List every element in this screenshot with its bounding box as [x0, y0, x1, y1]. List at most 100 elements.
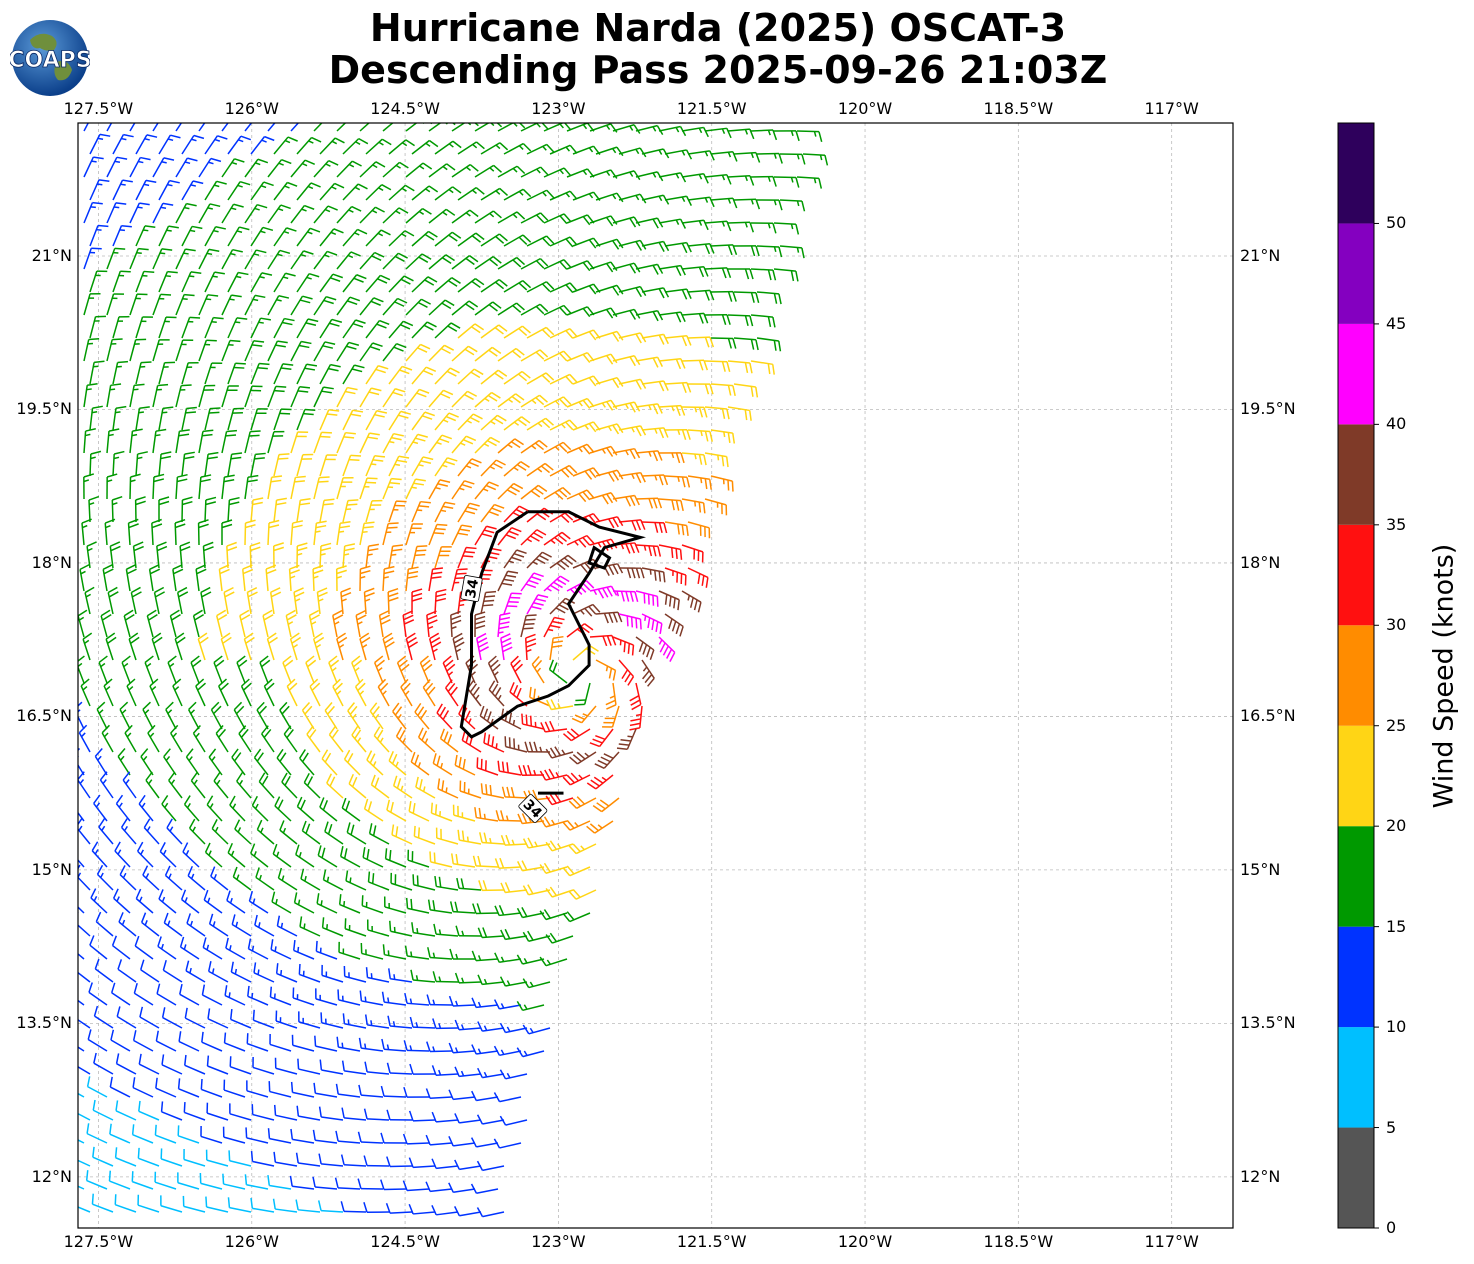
wind-barb	[78, 1092, 85, 1098]
wind-barb	[382, 297, 408, 316]
wind-barb	[500, 882, 528, 894]
wind-barb	[319, 409, 340, 431]
wind-barb	[200, 1126, 223, 1144]
contour-label-text: 34	[463, 577, 482, 599]
wind-barb	[497, 165, 526, 178]
wind-barb	[373, 655, 385, 684]
wind-barb	[290, 295, 313, 316]
wind-barb	[296, 408, 316, 431]
wind-barb	[419, 655, 433, 684]
wind-barb	[92, 1146, 114, 1167]
wind-barb	[572, 283, 601, 295]
wind-barb	[380, 1179, 407, 1191]
wind-barb	[120, 818, 137, 845]
wind-barb	[365, 455, 386, 477]
wind-barb	[495, 810, 522, 822]
wind-barb	[457, 829, 482, 845]
wind-barb	[313, 295, 337, 316]
wind-barb	[142, 701, 154, 730]
colorbar-bin	[1338, 625, 1374, 726]
wind-barb	[78, 701, 85, 730]
wind-barb	[664, 475, 691, 488]
wind-barb	[92, 1099, 114, 1121]
wind-barb	[181, 406, 197, 431]
wind-barb	[404, 945, 430, 960]
wind-barb	[681, 590, 702, 613]
wind-barb	[177, 1172, 200, 1190]
wind-barb	[451, 209, 479, 224]
wind-barb	[433, 923, 459, 937]
wind-barb	[227, 180, 251, 201]
wind-barb	[549, 373, 578, 385]
wind-barb	[95, 911, 114, 937]
wind-barb	[240, 678, 252, 707]
wind-barb	[269, 986, 292, 1006]
wind-barb	[89, 450, 102, 477]
wind-barb	[229, 1056, 252, 1075]
wind-barb	[402, 610, 415, 638]
wind-barb	[474, 525, 497, 546]
wind-barb	[267, 204, 291, 224]
wind-barb	[98, 655, 108, 684]
wind-barb	[545, 840, 574, 852]
wind-barb	[405, 433, 428, 454]
wind-barb	[319, 273, 344, 293]
wind-barb	[332, 678, 344, 707]
lon-tick-label-top: 124.5°W	[370, 99, 440, 118]
wind-barb	[108, 1170, 131, 1190]
wind-barb	[336, 476, 354, 500]
wind-barb	[493, 1045, 522, 1057]
wind-barb	[405, 897, 430, 914]
wind-barb	[81, 518, 92, 546]
wind-barb	[457, 368, 484, 385]
wind-barb	[117, 748, 131, 776]
wind-barb	[228, 1150, 252, 1167]
wind-barb	[454, 754, 476, 776]
wind-barb	[403, 1086, 430, 1098]
wind-barb	[223, 1032, 246, 1052]
wind-barb	[434, 501, 456, 523]
wind-barb	[635, 217, 664, 229]
wind-barb	[445, 679, 459, 707]
wind-barb	[382, 252, 408, 270]
wind-barb	[185, 960, 206, 983]
wind-barb	[566, 534, 595, 548]
wind-barb	[129, 473, 141, 500]
wind-barb	[172, 678, 183, 707]
wind-barb	[388, 365, 413, 385]
wind-barb	[211, 819, 229, 845]
wind-barb	[365, 319, 390, 339]
wind-barb	[161, 1007, 183, 1029]
wind-barb	[152, 157, 175, 178]
wind-barb	[175, 157, 198, 178]
wind-barb	[635, 403, 663, 415]
wind-barb	[129, 202, 150, 224]
wind-barb	[336, 160, 362, 178]
wind-barb	[408, 1203, 436, 1215]
wind-barb	[319, 363, 341, 385]
wind-barb	[204, 271, 225, 293]
wind-barb	[427, 899, 453, 914]
wind-barb	[275, 963, 298, 983]
wind-barb	[175, 473, 188, 500]
wind-barb	[546, 699, 574, 711]
wind-barb	[520, 212, 549, 224]
wind-barb	[521, 713, 545, 730]
wind-barb	[154, 1171, 177, 1190]
wind-barb	[160, 1148, 183, 1167]
wind-barb	[78, 1065, 91, 1075]
wind-barb	[158, 889, 177, 914]
wind-barb	[503, 549, 527, 569]
wind-barb	[566, 123, 595, 132]
wind-barb	[605, 682, 617, 710]
wind-barb	[710, 244, 738, 256]
wind-barb	[153, 586, 165, 615]
wind-barb	[681, 266, 709, 278]
wind-barb	[635, 590, 659, 607]
colorbar-tick-label: 0	[1386, 1218, 1397, 1237]
wind-barb	[612, 590, 639, 603]
wind-barb	[526, 551, 552, 569]
wind-barb	[129, 156, 151, 178]
wind-barb	[635, 497, 663, 509]
wind-barb	[543, 213, 572, 225]
